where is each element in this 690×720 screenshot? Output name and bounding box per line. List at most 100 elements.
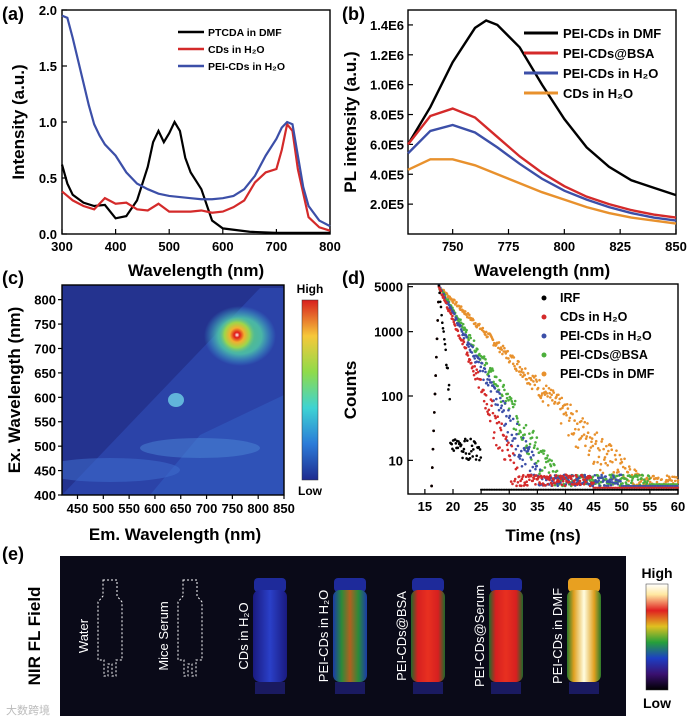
- data-point: [457, 334, 461, 337]
- data-point: [435, 355, 438, 359]
- legend-label: PEI-CDs in DMF: [563, 26, 661, 41]
- data-point: [470, 351, 474, 354]
- data-point: [433, 411, 436, 414]
- series-line: [407, 123, 677, 222]
- legend-label: PTCDA in DMF: [208, 27, 282, 39]
- data-point: [674, 484, 677, 488]
- data-point: [499, 426, 502, 430]
- data-point: [559, 477, 563, 481]
- data-point: [637, 484, 640, 488]
- data-point: [564, 411, 568, 414]
- data-point: [648, 483, 651, 486]
- data-point: [667, 488, 670, 491]
- data-point: [585, 435, 589, 438]
- data-point: [454, 442, 458, 445]
- data-point: [584, 444, 587, 448]
- data-point: [460, 330, 464, 333]
- data-point: [512, 356, 516, 359]
- data-point: [639, 480, 643, 483]
- y-tick-label: 5000: [374, 280, 403, 295]
- data-point: [606, 488, 609, 491]
- data-point: [448, 295, 452, 299]
- data-point: [510, 488, 513, 491]
- data-point: [662, 483, 665, 486]
- data-point: [578, 479, 582, 483]
- y-tick-label: 550: [34, 415, 56, 430]
- data-point: [530, 473, 533, 477]
- data-point: [551, 484, 554, 487]
- data-point: [580, 434, 584, 438]
- data-point: [539, 396, 543, 400]
- data-point: [528, 478, 531, 482]
- data-point: [609, 459, 612, 463]
- data-point: [543, 393, 547, 396]
- data-point: [667, 483, 670, 486]
- data-point: [446, 366, 450, 370]
- data-point: [515, 414, 518, 418]
- data-point: [529, 456, 533, 459]
- vial-cap: [568, 578, 600, 592]
- data-point: [545, 392, 549, 395]
- legend-marker: [541, 333, 547, 339]
- data-point: [517, 423, 521, 427]
- vial-body: [489, 590, 523, 682]
- data-point: [507, 408, 510, 412]
- data-point: [511, 452, 515, 455]
- data-point: [478, 357, 481, 361]
- data-point: [611, 486, 614, 489]
- data-point: [499, 396, 502, 400]
- data-point: [523, 373, 526, 377]
- data-point: [561, 488, 564, 491]
- y-tick-label: 650: [34, 366, 56, 381]
- data-point: [636, 488, 640, 491]
- data-point: [534, 441, 537, 444]
- x-tick-label: 300: [51, 239, 73, 254]
- data-point: [520, 477, 524, 481]
- data-point: [510, 433, 514, 437]
- data-point: [538, 472, 541, 476]
- data-point: [630, 481, 633, 485]
- data-point: [520, 368, 524, 371]
- data-point: [631, 486, 634, 489]
- data-point: [472, 448, 475, 451]
- vial-cap: [490, 578, 522, 592]
- data-point: [468, 358, 472, 362]
- y-tick-label: 700: [34, 341, 56, 356]
- data-point: [497, 341, 501, 344]
- data-point: [623, 467, 627, 470]
- data-point: [525, 444, 528, 448]
- data-point: [660, 483, 663, 486]
- data-point: [566, 488, 569, 491]
- data-point: [502, 434, 506, 437]
- heatmap-spot: [168, 393, 184, 407]
- data-point: [627, 486, 631, 489]
- data-point: [598, 468, 602, 472]
- data-point: [437, 300, 440, 304]
- data-point: [532, 488, 535, 491]
- data-point: [538, 468, 542, 471]
- data-point: [569, 477, 573, 480]
- data-point: [540, 488, 543, 491]
- data-point: [445, 363, 448, 367]
- data-point: [631, 488, 635, 491]
- data-point: [577, 476, 580, 480]
- data-point: [478, 352, 481, 356]
- data-point: [505, 435, 508, 439]
- data-point: [546, 483, 549, 486]
- data-point: [475, 360, 479, 363]
- data-point: [539, 488, 542, 491]
- data-point: [554, 488, 557, 491]
- data-point: [644, 486, 648, 489]
- data-point: [675, 488, 678, 491]
- data-point: [656, 484, 659, 488]
- data-point: [450, 298, 454, 301]
- y-tick-label: 10: [389, 453, 403, 468]
- data-point: [453, 438, 457, 441]
- data-point: [619, 479, 622, 483]
- data-point: [468, 457, 472, 460]
- vial-cap: [254, 578, 286, 592]
- heatmap-band-mid: [140, 438, 260, 458]
- data-point: [621, 488, 624, 491]
- data-point: [584, 488, 587, 491]
- data-point: [483, 367, 487, 371]
